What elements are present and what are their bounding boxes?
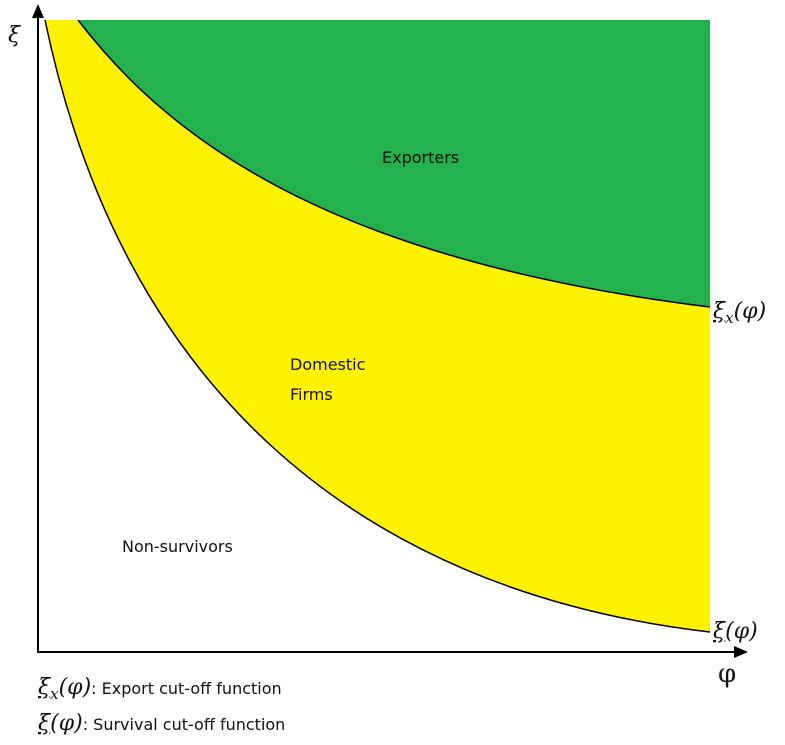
y-axis-label: ξ <box>8 23 22 48</box>
argument: (φ) <box>50 711 83 736</box>
non-survivors-label: Non-survivors <box>122 537 233 556</box>
subscript: x <box>725 309 734 327</box>
symbol: ξ <box>713 299 727 324</box>
legend-entry: ξ(φ): Survival cut-off function <box>38 711 285 736</box>
y-arrow <box>32 4 44 18</box>
symbol: ξ <box>713 619 727 644</box>
argument: (φ) <box>59 675 92 700</box>
legend-entry: ξx(φ): Export cut-off function <box>38 675 282 703</box>
x-axis-label: φ <box>718 659 736 689</box>
symbol: ξ <box>38 711 52 736</box>
domestic-region <box>45 20 710 632</box>
x-arrow <box>734 646 748 658</box>
curve-label: ξx(φ) <box>713 299 766 327</box>
description: : Export cut-off function <box>91 679 281 698</box>
curve-label: ξ(φ) <box>713 619 758 644</box>
exporters-region <box>78 20 710 307</box>
domestic-label: Firms <box>290 385 333 404</box>
export-cutoff-curve <box>77 19 711 308</box>
description: : Survival cut-off function <box>83 715 286 734</box>
argument: (φ) <box>725 619 758 644</box>
subscript: x <box>50 685 59 703</box>
exporters-label: Exporters <box>382 148 459 167</box>
symbol: ξ <box>38 675 52 700</box>
argument: (φ) <box>734 299 767 324</box>
domestic-label: Domestic <box>290 355 365 374</box>
survival-cutoff-curve <box>44 19 711 633</box>
